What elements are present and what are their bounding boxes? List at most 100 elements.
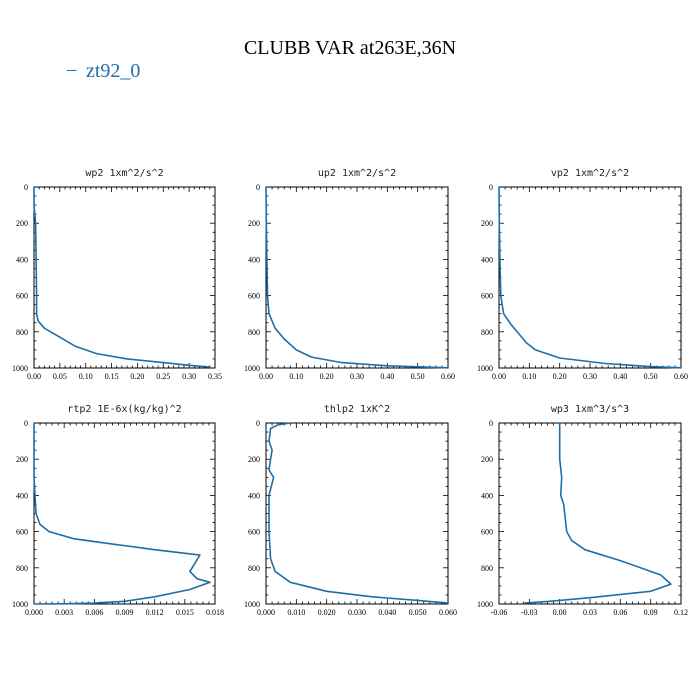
legend-label: zt92_0 bbox=[86, 60, 140, 82]
panel-4: rtp2 1E-6x(kg/kg)^2 0.000 0.003 0.006 0.009 0… bbox=[12, 404, 224, 617]
x-tick-label: 0.05 bbox=[53, 372, 67, 381]
x-tick-label: 0.09 bbox=[644, 608, 658, 617]
legend-marker: − bbox=[66, 60, 77, 82]
x-tick-label: 0.20 bbox=[320, 372, 334, 381]
y-tick-label: 400 bbox=[481, 491, 493, 500]
x-tick-label: 0.50 bbox=[644, 372, 658, 381]
x-tick-label: 0.03 bbox=[583, 608, 597, 617]
legend: − zt92_0 bbox=[66, 60, 140, 82]
x-tick-label: 0.30 bbox=[583, 372, 597, 381]
x-tick-label: 0.20 bbox=[553, 372, 567, 381]
y-tick-label: 800 bbox=[248, 328, 260, 337]
x-tick-label: 0.000 bbox=[25, 608, 43, 617]
x-tick-label: 0.10 bbox=[289, 372, 303, 381]
x-tick-label: 0.010 bbox=[287, 608, 305, 617]
y-tick-label: 800 bbox=[16, 564, 28, 573]
panel-6: wp3 1xm^3/s^3 -0.06 -0.03 0.00 0.03 0.06 0.09 0… bbox=[477, 404, 688, 617]
x-tick-label: 0.20 bbox=[130, 372, 144, 381]
y-tick-label: 0 bbox=[489, 183, 493, 192]
y-tick-label: 200 bbox=[16, 455, 28, 464]
panel-title: wp2 1xm^2/s^2 bbox=[85, 168, 163, 179]
y-tick-label: 200 bbox=[481, 455, 493, 464]
y-tick-label: 600 bbox=[248, 292, 260, 301]
y-tick-label: 400 bbox=[248, 255, 260, 264]
y-tick-label: 200 bbox=[248, 455, 260, 464]
y-tick-label: 1000 bbox=[244, 364, 260, 373]
x-tick-label: 0.030 bbox=[348, 608, 366, 617]
x-tick-label: 0.12 bbox=[674, 608, 688, 617]
panel-title: rtp2 1E-6x(kg/kg)^2 bbox=[67, 404, 181, 415]
plot-frame bbox=[33, 422, 216, 605]
y-tick-label: 600 bbox=[481, 528, 493, 537]
x-tick-label: 0.15 bbox=[105, 372, 119, 381]
x-tick-label: 0.10 bbox=[522, 372, 536, 381]
x-tick-label: 0.000 bbox=[257, 608, 275, 617]
y-tick-label: 400 bbox=[481, 255, 493, 264]
y-tick-label: 400 bbox=[16, 255, 28, 264]
x-tick-label: 0.040 bbox=[378, 608, 396, 617]
x-tick-label: 0.006 bbox=[85, 608, 103, 617]
y-tick-label: 600 bbox=[481, 292, 493, 301]
x-tick-label: 0.40 bbox=[380, 372, 394, 381]
y-tick-label: 600 bbox=[16, 292, 28, 301]
y-tick-label: 0 bbox=[24, 183, 28, 192]
panel-1: wp2 1xm^2/s^2 0.00 0.05 0.10 0.15 0.20 0.25 0.3… bbox=[12, 168, 222, 381]
x-tick-label: 0.25 bbox=[156, 372, 170, 381]
x-tick-label: 0.060 bbox=[439, 608, 457, 617]
x-tick-label: 0.40 bbox=[613, 372, 627, 381]
y-tick-label: 1000 bbox=[477, 364, 493, 373]
panel-2: up2 1xm^2/s^2 0.00 0.10 0.20 0.30 0.40 0.50 0.6… bbox=[244, 168, 455, 381]
panel-title: thlp2 1xK^2 bbox=[324, 404, 390, 415]
x-tick-label: 0.10 bbox=[79, 372, 93, 381]
x-tick-label: 0.015 bbox=[176, 608, 194, 617]
plot-frame bbox=[498, 422, 682, 605]
y-tick-label: 600 bbox=[16, 528, 28, 537]
x-tick-label: 0.00 bbox=[553, 608, 567, 617]
panel-3: vp2 1xm^2/s^2 0.00 0.10 0.20 0.30 0.40 0.50 0.6… bbox=[477, 168, 688, 381]
x-tick-label: 0.50 bbox=[411, 372, 425, 381]
y-tick-label: 800 bbox=[248, 564, 260, 573]
x-tick-label: 0.30 bbox=[182, 372, 196, 381]
x-tick-label: 0.30 bbox=[350, 372, 364, 381]
series-line-zt92_0 bbox=[33, 187, 210, 368]
series-line-zt92_0 bbox=[265, 186, 449, 369]
plot-frame bbox=[265, 422, 449, 605]
y-tick-label: 200 bbox=[16, 219, 28, 228]
y-tick-label: 0 bbox=[24, 419, 28, 428]
x-tick-label: -0.06 bbox=[491, 608, 508, 617]
x-tick-label: 0.009 bbox=[116, 608, 134, 617]
y-tick-label: 0 bbox=[256, 419, 260, 428]
y-tick-label: 200 bbox=[248, 219, 260, 228]
x-tick-label: 0.06 bbox=[613, 608, 627, 617]
series-line-zt92_0 bbox=[268, 422, 449, 604]
y-tick-label: 0 bbox=[256, 183, 260, 192]
x-tick-label: 0.018 bbox=[206, 608, 224, 617]
plot-frame bbox=[498, 186, 682, 369]
plot-frame bbox=[33, 186, 216, 369]
y-tick-label: 1000 bbox=[477, 600, 493, 609]
panel-title: wp3 1xm^3/s^3 bbox=[551, 404, 629, 415]
y-tick-label: 1000 bbox=[12, 364, 28, 373]
x-tick-label: 0.60 bbox=[674, 372, 688, 381]
x-tick-label: 0.012 bbox=[146, 608, 164, 617]
x-tick-label: 0.050 bbox=[409, 608, 427, 617]
panel-title: vp2 1xm^2/s^2 bbox=[551, 168, 629, 179]
y-tick-label: 800 bbox=[481, 564, 493, 573]
figure-title: CLUBB VAR at263E,36N bbox=[244, 37, 456, 59]
y-tick-label: 800 bbox=[16, 328, 28, 337]
panel-title: up2 1xm^2/s^2 bbox=[318, 168, 396, 179]
panels: wp2 1xm^2/s^2 0.00 0.05 0.10 0.15 0.20 0.25 0.3… bbox=[12, 168, 688, 617]
y-tick-label: 400 bbox=[248, 491, 260, 500]
y-tick-label: 0 bbox=[489, 419, 493, 428]
x-tick-label: 0.00 bbox=[492, 372, 506, 381]
series-line-zt92_0 bbox=[498, 186, 682, 369]
plot-frame bbox=[265, 186, 449, 369]
y-tick-label: 1000 bbox=[244, 600, 260, 609]
x-tick-label: 0.00 bbox=[27, 372, 41, 381]
x-tick-label: -0.03 bbox=[521, 608, 538, 617]
y-tick-label: 800 bbox=[481, 328, 493, 337]
series-line-zt92_0 bbox=[524, 423, 672, 604]
x-tick-label: 0.020 bbox=[318, 608, 336, 617]
y-tick-label: 600 bbox=[248, 528, 260, 537]
x-tick-label: 0.003 bbox=[55, 608, 73, 617]
